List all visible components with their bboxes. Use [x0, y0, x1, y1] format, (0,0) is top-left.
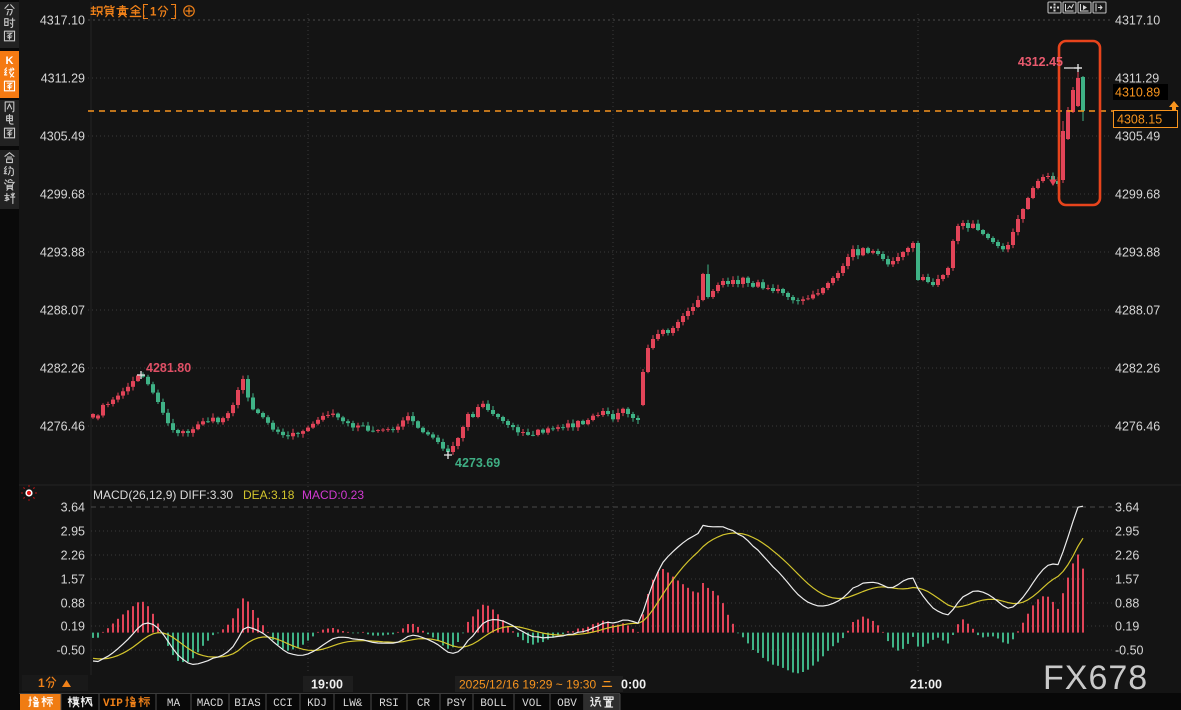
svg-text:4317.10: 4317.10 — [1115, 14, 1160, 28]
svg-text:0.19: 0.19 — [61, 620, 85, 634]
svg-text:BOLL: BOLL — [480, 698, 506, 710]
svg-text:4273.69: 4273.69 — [455, 456, 500, 470]
svg-text:4310.89: 4310.89 — [1115, 86, 1160, 100]
svg-text:PSY: PSY — [447, 698, 467, 710]
svg-text:1: 1 — [38, 676, 45, 690]
svg-text:RSI: RSI — [379, 698, 399, 710]
svg-text:2.95: 2.95 — [1115, 525, 1139, 539]
svg-text:-0.50: -0.50 — [1115, 644, 1144, 658]
svg-text:CCI: CCI — [273, 698, 293, 710]
svg-text:0.88: 0.88 — [61, 597, 85, 611]
svg-text:K: K — [6, 55, 14, 67]
svg-text:-0.50: -0.50 — [57, 644, 86, 658]
svg-text:0.88: 0.88 — [1115, 597, 1139, 611]
svg-text:MACD: MACD — [197, 698, 224, 710]
svg-text:4317.10: 4317.10 — [40, 14, 85, 28]
svg-text:1.57: 1.57 — [61, 573, 85, 587]
svg-text:KDJ: KDJ — [307, 698, 327, 710]
svg-text:4311.29: 4311.29 — [41, 72, 85, 86]
svg-text:MACD:0.23: MACD:0.23 — [302, 488, 364, 502]
svg-text:4305.49: 4305.49 — [1115, 130, 1160, 144]
svg-text:4276.46: 4276.46 — [1115, 420, 1160, 434]
svg-text:4276.46: 4276.46 — [40, 420, 85, 434]
svg-text:OBV: OBV — [557, 698, 577, 710]
svg-text:1.57: 1.57 — [1115, 573, 1139, 587]
svg-text:4282.26: 4282.26 — [1115, 362, 1160, 376]
svg-text:2.26: 2.26 — [61, 549, 85, 563]
svg-text:4293.88: 4293.88 — [1115, 246, 1160, 260]
svg-text:4281.80: 4281.80 — [146, 361, 191, 375]
svg-text:19:00: 19:00 — [311, 678, 343, 692]
svg-text:3.64: 3.64 — [1115, 501, 1139, 515]
svg-text:4305.49: 4305.49 — [40, 130, 85, 144]
svg-text:VIP: VIP — [103, 698, 123, 710]
svg-text:MA: MA — [167, 698, 181, 710]
svg-text:4282.26: 4282.26 — [40, 362, 85, 376]
svg-text:4293.88: 4293.88 — [40, 246, 85, 260]
svg-text:4299.68: 4299.68 — [1115, 188, 1160, 202]
svg-text:MACD(26,12,9) DIFF:3.30: MACD(26,12,9) DIFF:3.30 — [93, 488, 233, 502]
svg-text:4308.15: 4308.15 — [1117, 113, 1162, 127]
svg-text:2025/12/16 19:29 ~ 19:30: 2025/12/16 19:29 ~ 19:30 — [459, 678, 596, 692]
svg-text:2.95: 2.95 — [61, 525, 85, 539]
svg-text:DEA:3.18: DEA:3.18 — [243, 488, 295, 502]
svg-text:FX678: FX678 — [1043, 659, 1148, 697]
svg-text:4299.68: 4299.68 — [40, 188, 85, 202]
svg-text:VOL: VOL — [522, 698, 542, 710]
svg-text:21:00: 21:00 — [910, 678, 942, 692]
svg-text:4288.07: 4288.07 — [40, 304, 85, 318]
svg-text:4288.07: 4288.07 — [1115, 304, 1160, 318]
svg-text:CR: CR — [417, 698, 431, 710]
svg-text:4311.29: 4311.29 — [1115, 72, 1159, 86]
svg-text:2.26: 2.26 — [1115, 549, 1139, 563]
svg-text:1: 1 — [150, 7, 157, 19]
svg-text:BIAS: BIAS — [234, 698, 261, 710]
svg-text:0.19: 0.19 — [1115, 620, 1139, 634]
svg-text:3.64: 3.64 — [61, 501, 85, 515]
svg-text:LW&: LW& — [343, 698, 363, 710]
svg-text:4312.45: 4312.45 — [1018, 55, 1063, 69]
svg-text:0:00: 0:00 — [621, 678, 646, 692]
